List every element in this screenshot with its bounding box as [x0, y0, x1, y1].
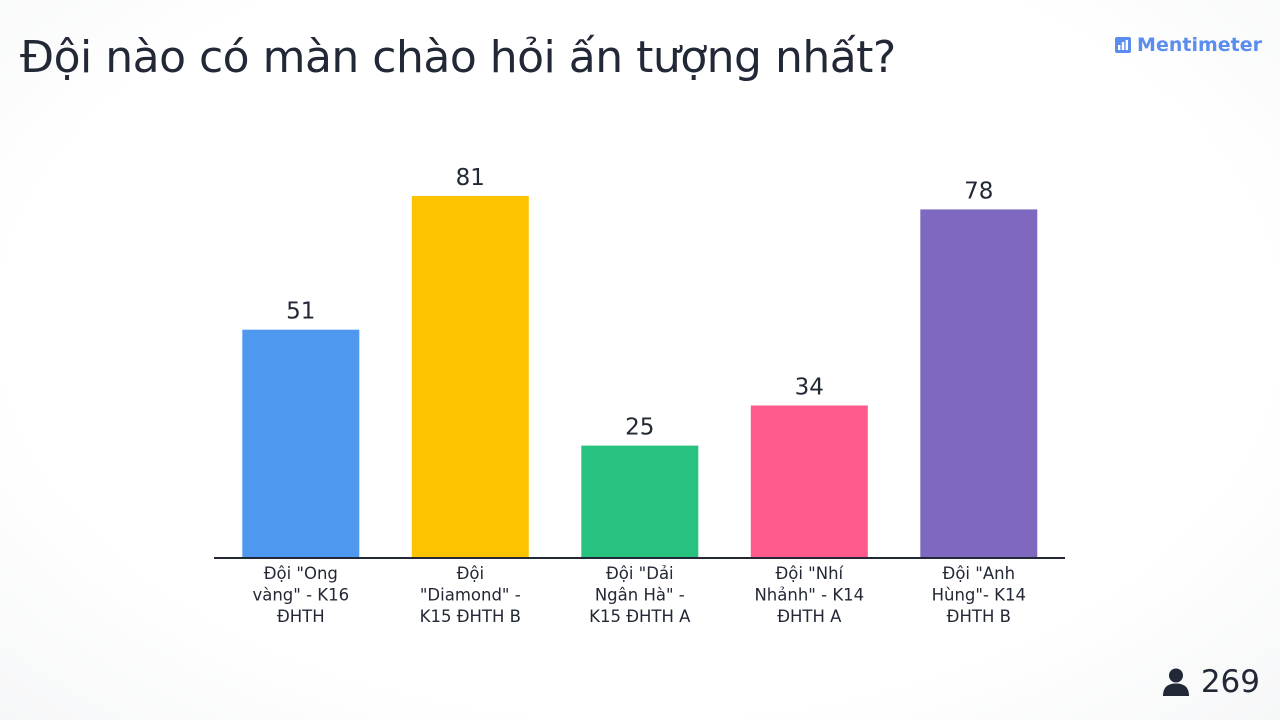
category-label-line: Đội "Dải: [606, 564, 674, 583]
value-label-5: 78: [964, 178, 993, 204]
category-label-line: "Diamond" -: [420, 586, 521, 605]
participant-count: 269: [1161, 664, 1260, 700]
category-label-line: ĐHTH: [277, 607, 325, 626]
value-label-3: 25: [625, 415, 654, 441]
bar-4: [750, 405, 868, 557]
category-label-4: Đội "Nhí Nhảnh" - K14 ĐHTH A: [754, 564, 864, 626]
brand-name: Mentimeter: [1137, 34, 1262, 56]
value-label-2: 81: [456, 165, 485, 191]
category-label-line: K15 ĐHTH A: [589, 607, 691, 626]
bar-chart-logo-icon: [1115, 37, 1132, 53]
brand-logo: Mentimeter: [1115, 34, 1262, 56]
bar-5: [920, 209, 1038, 557]
bar-3: [581, 445, 699, 557]
category-label-line: ĐHTH B: [947, 607, 1011, 626]
question-title: Đội nào có màn chào hỏi ấn tượng nhất?: [20, 32, 896, 83]
category-label-line: K15 ĐHTH B: [420, 607, 521, 626]
category-label-line: vàng" - K16: [252, 586, 349, 605]
bar-2: [411, 196, 529, 557]
bar-1: [242, 329, 360, 557]
value-label-4: 34: [795, 375, 824, 401]
category-label-line: Nhảnh" - K14: [754, 586, 864, 605]
category-label-line: Hùng"- K14: [932, 586, 1026, 605]
category-label-line: Đội "Anh: [943, 564, 1016, 583]
category-label-5: Đội "Anh Hùng"- K14 ĐHTH B: [932, 564, 1026, 626]
category-label-line: Ngân Hà" -: [595, 586, 685, 605]
category-label-line: Đội "Nhí: [775, 564, 844, 583]
value-label-1: 51: [286, 299, 315, 325]
category-label-3: Đội "Dải Ngân Hà" - K15 ĐHTH A: [589, 564, 691, 626]
category-label-line: Đội "Ong: [264, 564, 338, 583]
person-icon: [1162, 668, 1189, 696]
category-label-line: ĐHTH A: [777, 607, 842, 626]
category-label-1: Đội "Ong vàng" - K16 ĐHTH: [252, 564, 349, 626]
participant-number: 269: [1200, 664, 1260, 700]
category-label-2: Đội "Diamond" - K15 ĐHTH B: [420, 564, 521, 626]
category-label-line: Đội: [457, 564, 484, 583]
